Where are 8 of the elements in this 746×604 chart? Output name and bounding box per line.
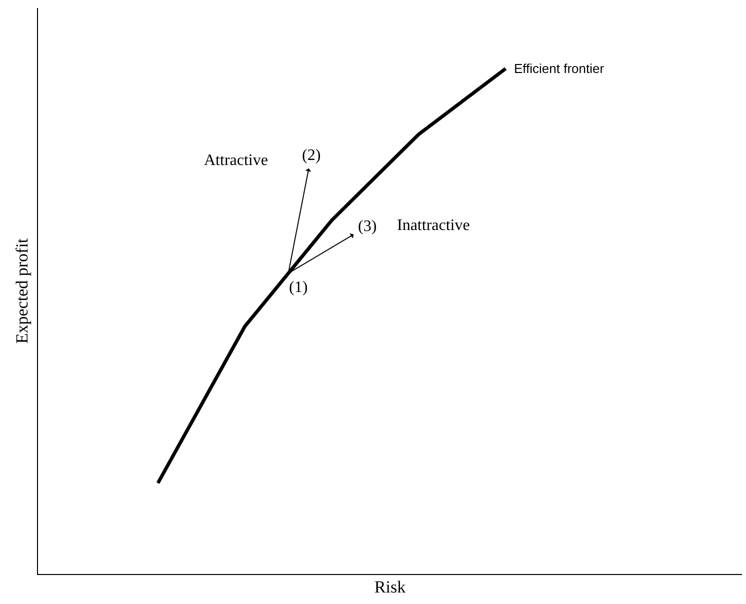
annotation: (3) [358, 218, 377, 235]
annotation: Attractive [204, 152, 268, 169]
annotation: Inattractive [397, 217, 470, 234]
annotation: (1) [289, 279, 308, 296]
annotation: (2) [302, 147, 321, 164]
x-axis-title: Risk [374, 577, 406, 596]
series-label: Efficient frontier [514, 61, 605, 76]
y-axis-title: Expected profit [12, 238, 32, 344]
